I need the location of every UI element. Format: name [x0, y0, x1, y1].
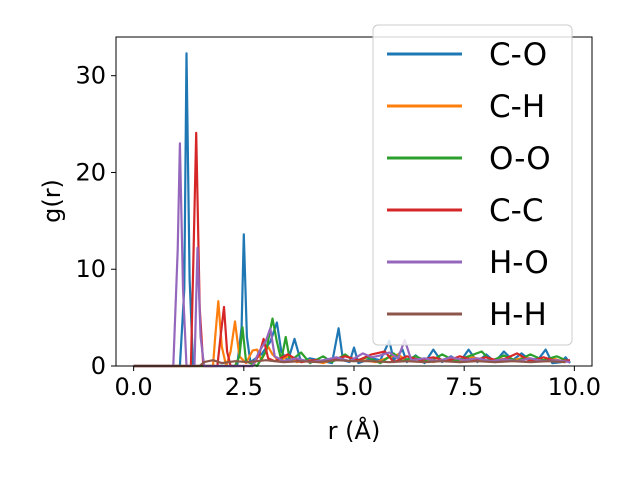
legend-label-h-o: H-O: [489, 245, 549, 281]
legend-label-c-c: C-C: [489, 193, 543, 229]
series-line-h-h: [133, 359, 566, 368]
y-tick-label: 0: [91, 352, 106, 380]
y-tick-label: 30: [75, 62, 106, 90]
y-tick-label: 20: [75, 158, 106, 186]
legend-label-c-h: C-H: [489, 89, 545, 125]
series-line-h-o: [133, 142, 571, 368]
x-tick-label: 0.0: [115, 373, 153, 401]
legend-label-h-h: H-H: [489, 297, 547, 333]
x-tick-label: 7.5: [445, 373, 483, 401]
legend-label-o-o: O-O: [489, 141, 551, 177]
y-tick-label: 10: [75, 255, 106, 283]
x-tick-label: 5.0: [335, 373, 373, 401]
x-axis-label: r (Å): [328, 416, 381, 445]
legend-label-c-o: C-O: [489, 37, 547, 73]
x-tick-label: 10.0: [548, 373, 601, 401]
y-axis-label: g(r): [38, 179, 66, 223]
x-tick-label: 2.5: [225, 373, 263, 401]
x-axis-ticks: 0.0 2.5 5.0 7.5 10.0: [115, 366, 601, 401]
legend: C-O C-H O-O C-C H-O H-H: [372, 24, 573, 346]
series-layer: [133, 52, 571, 368]
y-axis-ticks: 0 10 20 30: [75, 62, 116, 380]
